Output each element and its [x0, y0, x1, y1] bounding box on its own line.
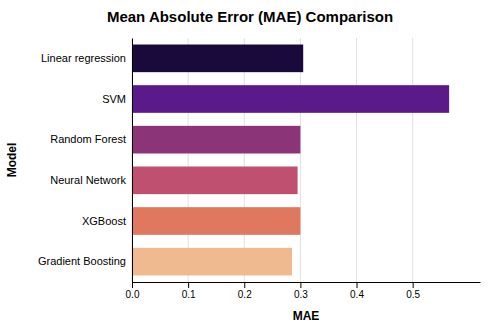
- grid: [132, 38, 413, 282]
- grid-line: [188, 38, 189, 282]
- grid-line: [244, 38, 245, 282]
- value-axis-line: [133, 282, 481, 283]
- value-tick: 0.2: [238, 282, 252, 300]
- value-tick: 0.3: [294, 282, 308, 300]
- grid-line: [356, 38, 357, 282]
- value-tick: 0.4: [350, 282, 364, 300]
- value-tick: 0.5: [406, 282, 420, 300]
- grid-line: [300, 38, 301, 282]
- tick-mark: [300, 282, 301, 288]
- x-axis-title: MAE: [293, 309, 320, 323]
- tick-mark: [357, 282, 358, 288]
- category-tick: SVM: [102, 93, 126, 105]
- bar: [132, 207, 300, 235]
- tick-label: Gradient Boosting: [38, 255, 126, 267]
- value-axis: 0.0 0.1 0.2 0.3 0.4 0.5: [126, 282, 481, 300]
- tick-label: Neural Network: [50, 174, 126, 186]
- bars: [132, 45, 449, 276]
- bar: [132, 248, 292, 276]
- tick-label: Linear regression: [41, 52, 126, 64]
- bar: [132, 126, 300, 154]
- chart-svg: 0.0 0.1 0.2 0.3 0.4 0.5 Linear regression SVM Ra…: [0, 0, 500, 330]
- category-tick: Random Forest: [50, 133, 126, 145]
- tick-mark: [244, 282, 245, 288]
- value-tick: 0.1: [182, 282, 196, 300]
- value-tick: 0.0: [126, 282, 140, 300]
- bar: [132, 167, 298, 195]
- tick-label: 0.1: [182, 289, 196, 300]
- tick-mark: [132, 282, 133, 288]
- category-tick: Gradient Boosting: [38, 255, 126, 267]
- tick-label: 0.0: [126, 289, 140, 300]
- tick-label: 0.3: [294, 289, 308, 300]
- tick-label: SVM: [102, 93, 126, 105]
- tick-mark: [413, 282, 414, 288]
- tick-label: XGBoost: [82, 215, 126, 227]
- tick-label: 0.4: [350, 289, 364, 300]
- y-axis-title: Model: [5, 143, 19, 178]
- category-tick: Linear regression: [41, 52, 126, 64]
- category-axis: Linear regression SVM Random Forest Neural …: [38, 39, 133, 283]
- chart-container: 0.0 0.1 0.2 0.3 0.4 0.5 Linear regression SVM Ra…: [0, 0, 500, 330]
- category-tick: XGBoost: [82, 215, 126, 227]
- bar: [132, 85, 449, 113]
- category-axis-line: [132, 39, 133, 283]
- tick-label: 0.2: [238, 289, 252, 300]
- tick-label: 0.5: [406, 289, 420, 300]
- tick-label: Random Forest: [50, 133, 126, 145]
- plot-area: 0.0 0.1 0.2 0.3 0.4 0.5 Linear regression SVM Ra…: [38, 38, 481, 300]
- bar: [132, 45, 303, 73]
- grid-line: [132, 38, 133, 282]
- category-tick: Neural Network: [50, 174, 126, 186]
- tick-mark: [188, 282, 189, 288]
- grid-line: [412, 38, 413, 282]
- chart-title: Mean Absolute Error (MAE) Comparison: [107, 8, 393, 25]
